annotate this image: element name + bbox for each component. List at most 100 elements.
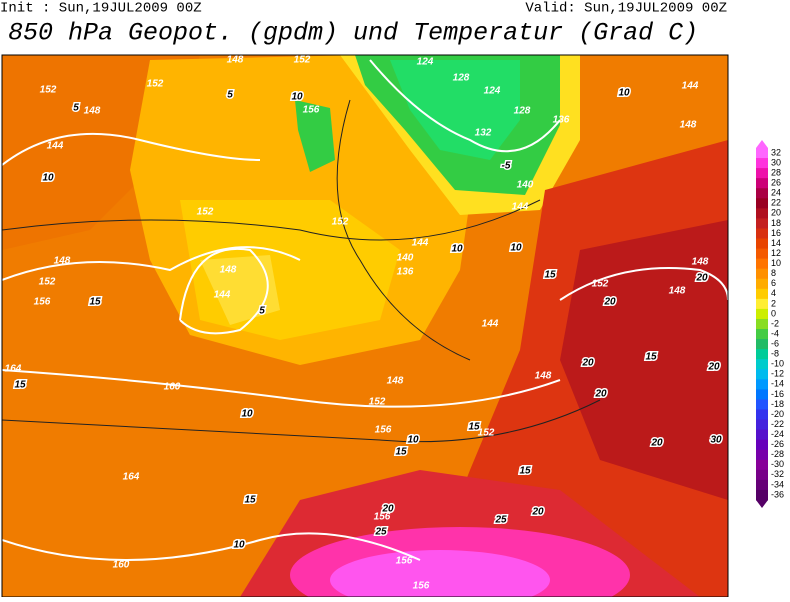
colorbar-label: -6 — [771, 338, 779, 348]
colorbar-label: 30 — [771, 157, 781, 167]
contour-label: 152 — [294, 55, 311, 66]
colorbar-label: -26 — [771, 439, 784, 449]
contour-label: 5 — [259, 306, 265, 317]
colorbar-label: -22 — [771, 419, 784, 429]
colorbar-cell — [756, 479, 768, 491]
colorbar-label: -20 — [771, 409, 784, 419]
contour-label: 156 — [34, 297, 51, 308]
colorbar-cell — [756, 188, 768, 199]
valid-time: Valid: Sun,19JUL2009 00Z — [525, 1, 727, 17]
contour-label: 156 — [396, 556, 413, 567]
colorbar-label: 4 — [771, 288, 776, 298]
colorbar-cell — [756, 268, 768, 280]
contour-label: 148 — [84, 106, 101, 117]
colorbar-cell — [756, 248, 768, 260]
colorbar-cell — [756, 449, 768, 461]
contour-label: 20 — [650, 438, 663, 449]
contour-label: 20 — [695, 273, 708, 284]
contour-label: 15 — [89, 297, 101, 308]
contour-label: 140 — [517, 180, 534, 191]
colorbar-cell — [756, 288, 768, 300]
contour-label: 152 — [147, 79, 164, 90]
colorbar-label: 20 — [771, 208, 781, 218]
colorbar-label: 8 — [771, 268, 776, 278]
contour-label: 10 — [42, 173, 54, 184]
contour-label: 15 — [468, 422, 480, 433]
colorbar-cell — [756, 379, 768, 390]
colorbar-cell — [756, 178, 768, 189]
contour-label: 148 — [535, 371, 552, 382]
colorbar-cell — [756, 369, 768, 380]
map: 152 148 5 152 148 152 5 10 156 124 128 1… — [1, 54, 729, 598]
contour-label: 10 — [618, 88, 630, 99]
colorbar-label: -30 — [771, 459, 784, 469]
contour-label: 140 — [397, 253, 414, 264]
colorbar-label: -18 — [771, 399, 784, 409]
colorbar-cell — [756, 419, 768, 431]
contour-label: 15 — [395, 447, 407, 458]
contour-label: 148 — [669, 286, 686, 297]
colorbar-label: 28 — [771, 168, 781, 178]
colorbar-cell — [756, 489, 768, 501]
contour-label: 5 — [227, 90, 233, 101]
colorbar-cell — [756, 158, 768, 169]
colorbar-cell — [756, 409, 768, 421]
colorbar-label: 14 — [771, 238, 781, 248]
colorbar-label: -28 — [771, 449, 784, 459]
contour-label: 30 — [710, 435, 722, 446]
colorbar-cell — [756, 308, 768, 320]
contour-label: 144 — [47, 141, 64, 152]
contour-label: 20 — [381, 504, 394, 515]
colorbar-label: 26 — [771, 178, 781, 188]
colorbar-cell — [756, 349, 768, 360]
contour-label: 160 — [113, 560, 130, 571]
colorbar-cell — [756, 218, 768, 229]
contour-label: 20 — [531, 507, 544, 518]
contour-label: 124 — [417, 57, 434, 68]
colorbar-cell — [756, 258, 768, 270]
contour-label: 136 — [553, 115, 570, 126]
colorbar-cell — [756, 389, 768, 400]
contour-label: 152 — [40, 85, 57, 96]
colorbar-label: 12 — [771, 248, 781, 258]
colorbar-cell — [756, 208, 768, 219]
colorbar-label: 6 — [771, 278, 776, 288]
contour-label: 128 — [453, 73, 470, 84]
contour-label: 124 — [484, 86, 501, 97]
colorbar-label: -8 — [771, 349, 779, 359]
colorbar-cell — [756, 238, 768, 250]
contour-label: 160 — [164, 382, 181, 393]
contour-label: 15 — [519, 466, 531, 477]
contour-label: 10 — [510, 243, 522, 254]
contour-label: 10 — [291, 92, 303, 103]
contour-label: 144 — [512, 202, 529, 213]
colorbar-arrow-bottom — [756, 500, 768, 508]
contour-label: 15 — [544, 270, 556, 281]
contour-label: 156 — [413, 581, 430, 592]
contour-label: 144 — [682, 81, 699, 92]
colorbar-label: -36 — [771, 489, 784, 499]
colorbar-label: 18 — [771, 218, 781, 228]
contour-label: 132 — [475, 128, 492, 139]
colorbar-cell — [756, 228, 768, 240]
contour-label: -5 — [502, 161, 511, 172]
colorbar-cell — [756, 318, 768, 330]
contour-label: 156 — [375, 425, 392, 436]
contour-label: 144 — [412, 238, 429, 249]
colorbar-cell — [756, 469, 768, 481]
contour-label: 148 — [54, 256, 71, 267]
contour-label: 148 — [692, 257, 709, 268]
contour-label: 152 — [39, 277, 56, 288]
colorbar-cell — [756, 339, 768, 350]
contour-label: 152 — [478, 428, 495, 439]
contour-label: 156 — [303, 105, 320, 116]
contour-label: 156 — [374, 512, 391, 523]
contour-label: 20 — [707, 362, 720, 373]
contour-label: 164 — [5, 364, 22, 375]
contour-label: 25 — [374, 527, 387, 538]
contour-label: 10 — [241, 409, 253, 420]
contour-label: 15 — [14, 380, 26, 391]
contour-label: 152 — [592, 279, 609, 290]
colorbar-cell — [756, 168, 768, 179]
